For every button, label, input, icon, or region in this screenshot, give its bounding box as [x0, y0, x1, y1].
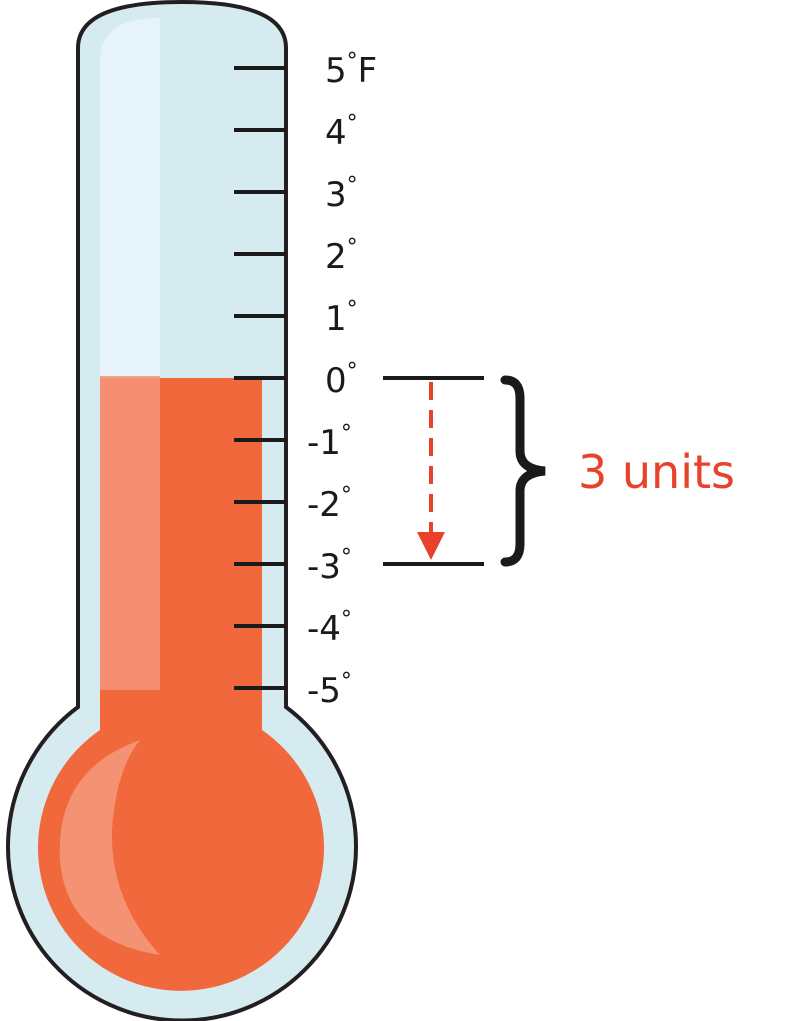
annotation-label: 3 units: [578, 445, 735, 499]
tick-label: -4°: [307, 607, 352, 649]
bulb-highlight: [59, 740, 160, 955]
interval-annotation: 3 units: [383, 375, 735, 567]
thermometer: [6, 0, 358, 1021]
tick-label: 3°: [325, 173, 358, 215]
tick-label: 5°F: [325, 49, 377, 91]
arrow-head: [417, 532, 445, 560]
scale: 5°F 4° 3° 2° 1° 0° -1° -2° -3° -4° -5°: [234, 49, 377, 711]
tick-label: -1°: [307, 421, 352, 463]
curly-brace: [500, 375, 546, 567]
liquid-highlight: [100, 376, 160, 690]
tick-label: -2°: [307, 483, 352, 525]
tick-label: 2°: [325, 235, 358, 277]
glass-highlight: [100, 18, 160, 376]
tick-label: 1°: [325, 297, 358, 339]
tick-label: -5°: [307, 669, 352, 711]
tick-label: 4°: [325, 111, 358, 153]
tick-label: 0°: [325, 359, 358, 401]
tick-label: -3°: [307, 545, 352, 587]
